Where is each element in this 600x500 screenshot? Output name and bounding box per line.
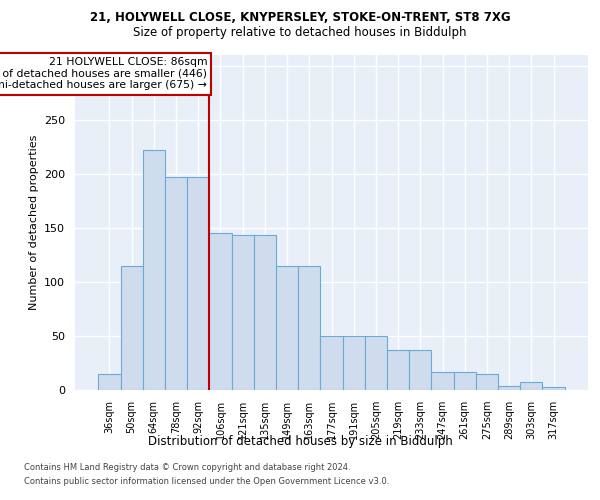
Text: Size of property relative to detached houses in Biddulph: Size of property relative to detached ho… <box>133 26 467 39</box>
Y-axis label: Number of detached properties: Number of detached properties <box>29 135 38 310</box>
Text: 21 HOLYWELL CLOSE: 86sqm
← 40% of detached houses are smaller (446)
60% of semi-: 21 HOLYWELL CLOSE: 86sqm ← 40% of detach… <box>0 57 207 90</box>
Bar <box>209 234 232 390</box>
Bar <box>387 350 409 390</box>
Bar <box>498 386 520 390</box>
Bar <box>98 374 121 390</box>
Bar <box>187 177 209 390</box>
Bar <box>409 350 431 390</box>
Bar <box>254 236 276 390</box>
Bar <box>121 266 143 390</box>
Bar <box>520 382 542 390</box>
Bar <box>232 236 254 390</box>
Bar <box>276 266 298 390</box>
Bar <box>365 336 387 390</box>
Bar <box>298 266 320 390</box>
Bar <box>165 177 187 390</box>
Bar <box>431 372 454 390</box>
Bar <box>320 336 343 390</box>
Bar <box>542 387 565 390</box>
Bar <box>143 150 165 390</box>
Text: Contains HM Land Registry data © Crown copyright and database right 2024.: Contains HM Land Registry data © Crown c… <box>24 464 350 472</box>
Text: Distribution of detached houses by size in Biddulph: Distribution of detached houses by size … <box>148 435 452 448</box>
Text: Contains public sector information licensed under the Open Government Licence v3: Contains public sector information licen… <box>24 477 389 486</box>
Bar <box>476 374 498 390</box>
Text: 21, HOLYWELL CLOSE, KNYPERSLEY, STOKE-ON-TRENT, ST8 7XG: 21, HOLYWELL CLOSE, KNYPERSLEY, STOKE-ON… <box>89 11 511 24</box>
Bar <box>343 336 365 390</box>
Bar <box>454 372 476 390</box>
